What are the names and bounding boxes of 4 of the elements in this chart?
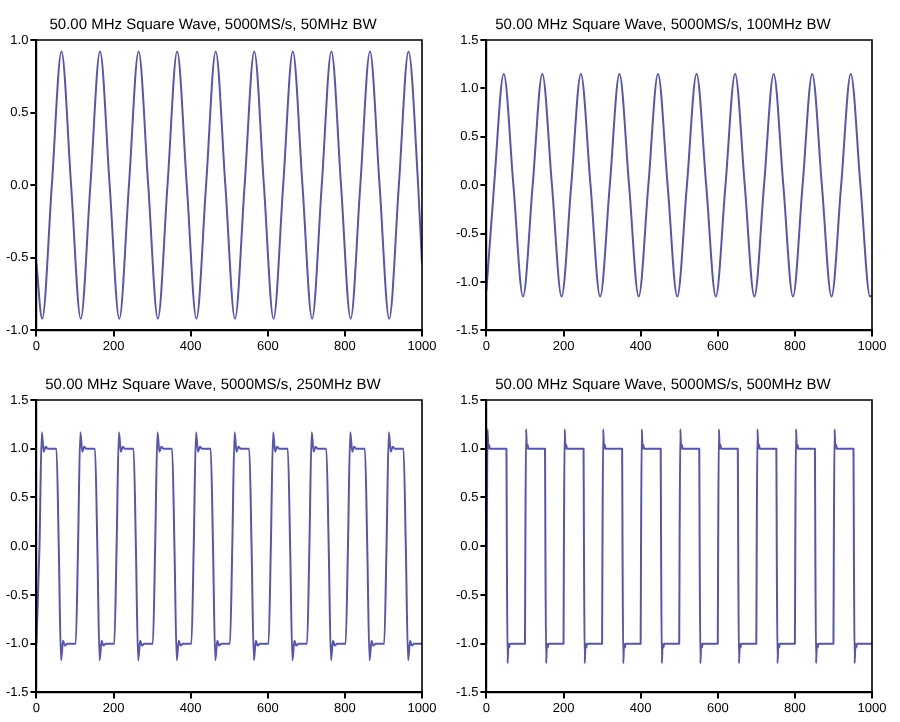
line-series	[486, 72, 872, 298]
line-series	[36, 431, 422, 662]
line-series	[36, 50, 422, 320]
line-series	[486, 428, 872, 665]
